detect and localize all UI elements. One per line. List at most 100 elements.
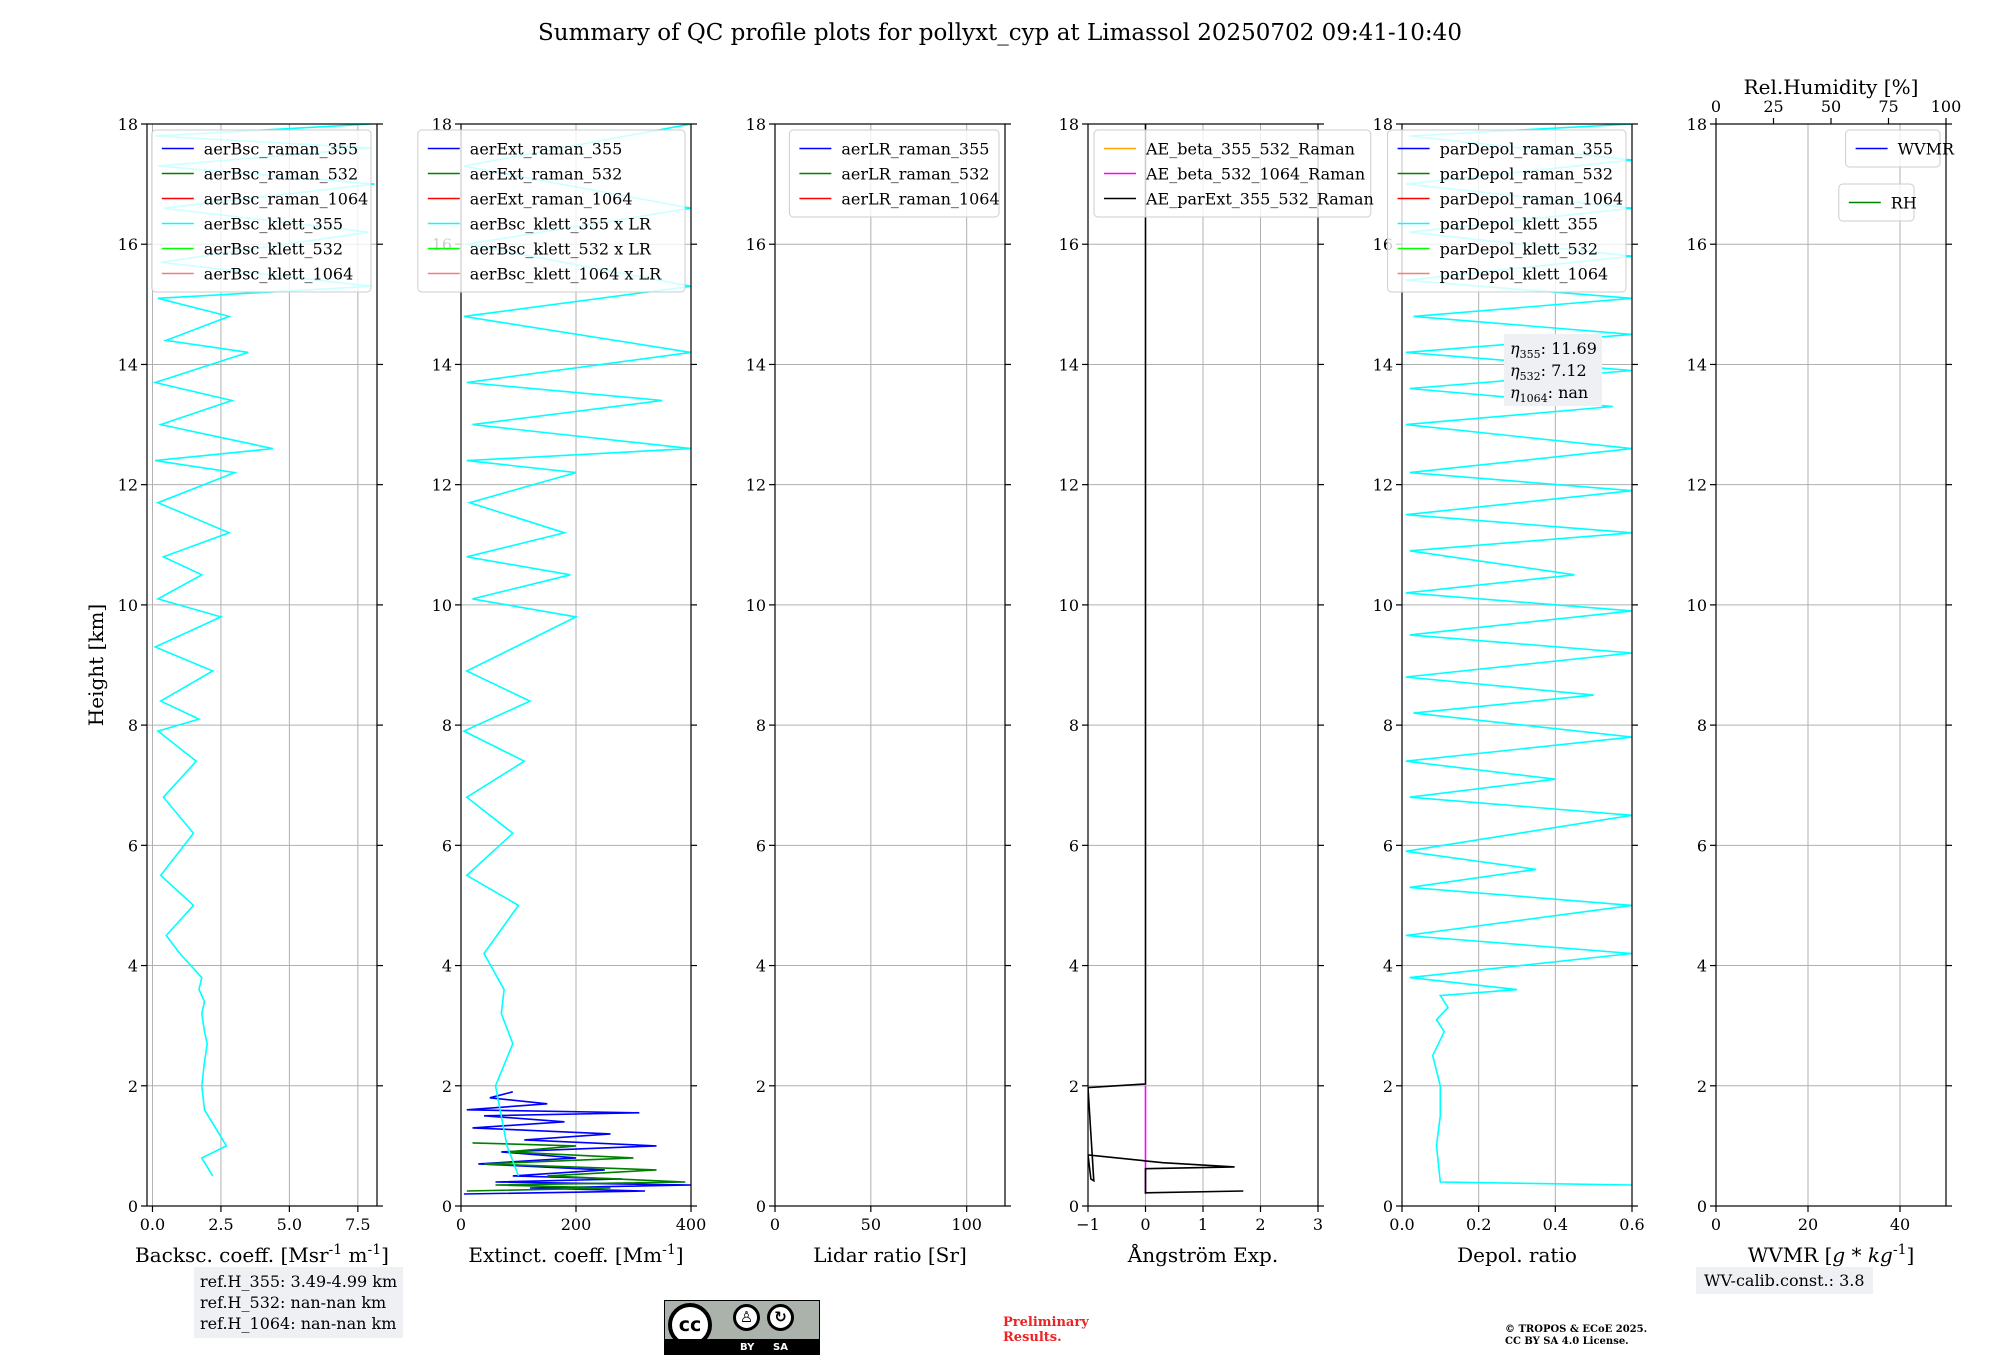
x-tick-label: 0.0 xyxy=(1389,1215,1414,1234)
y-tick-label: 0 xyxy=(1697,1197,1707,1216)
y-tick-label: 10 xyxy=(746,596,766,615)
legend-label: aerLR_raman_532 xyxy=(841,165,989,184)
y-tick-label: 4 xyxy=(1069,957,1079,976)
legend-label: aerBsc_raman_532 xyxy=(204,165,358,184)
legend-label: AE_beta_355_532_Raman xyxy=(1145,140,1355,159)
y-tick-label: 2 xyxy=(442,1077,452,1096)
x-axis-label: Backsc. coeff. [Msr-1 m-1] xyxy=(135,1242,389,1267)
series-line-AE_parExt_355_532_Raman xyxy=(1088,124,1244,1194)
y-tick-label: 8 xyxy=(1383,716,1393,735)
legend-label: aerLR_raman_1064 xyxy=(841,190,999,209)
axes-frame xyxy=(146,123,378,1207)
legend-label: aerBsc_klett_1064 xyxy=(204,265,353,284)
x-tick-label: 0 xyxy=(1140,1215,1150,1234)
x-axis-label: Depol. ratio xyxy=(1457,1243,1577,1267)
x-tick-label: 200 xyxy=(561,1215,592,1234)
y-tick-label: 18 xyxy=(1373,115,1393,134)
y-tick-label: 4 xyxy=(756,957,766,976)
series-group xyxy=(1405,124,1632,1186)
y-tick-label: 12 xyxy=(1059,476,1079,495)
legend-label: parDepol_raman_1064 xyxy=(1440,190,1624,209)
attribution-person-icon: ♙ xyxy=(733,1304,760,1331)
legend-frame xyxy=(151,129,372,293)
y-tick-label: 12 xyxy=(432,476,452,495)
x2-axis-label: Rel.Humidity [%] xyxy=(1744,75,1919,99)
x-tick-label: 5.0 xyxy=(277,1215,302,1234)
axes-frame xyxy=(774,123,1006,1207)
y-tick-label: 4 xyxy=(128,957,138,976)
legend-label: aerExt_raman_532 xyxy=(470,165,623,184)
legend-label: aerBsc_klett_532 x LR xyxy=(470,240,652,259)
legend-frame xyxy=(1093,129,1372,218)
x-tick-label: 0 xyxy=(456,1215,466,1234)
legend: parDepol_raman_355 parDepol_raman_532 parD… xyxy=(1387,129,1627,293)
reference-height-box: ref.H_355: 3.49-4.99 km ref.H_532: nan-n… xyxy=(194,1267,404,1338)
legend-label: aerExt_raman_355 xyxy=(470,140,623,159)
y-tick-label: 10 xyxy=(1373,596,1393,615)
copyright-note: © TROPOS & ECoE 2025. CC BY SA 4.0 Licen… xyxy=(1505,1324,1647,1348)
y-tick-label: 16 xyxy=(118,235,138,254)
y-tick-label: 12 xyxy=(1373,476,1393,495)
annotation-line: η355: 11.69 xyxy=(1510,339,1597,361)
x-tick-label: 7.5 xyxy=(345,1215,370,1234)
x2-tick-label: 0 xyxy=(1711,97,1721,116)
legend-label: parDepol_raman_532 xyxy=(1440,165,1613,184)
y-tick-label: 10 xyxy=(1059,596,1079,615)
y-tick-label: 2 xyxy=(1069,1077,1079,1096)
legend: aerExt_raman_355 aerExt_raman_532 aerExt_r… xyxy=(417,129,686,293)
wv-calibration-box: WV-calib.const.: 3.8 xyxy=(1696,1267,1873,1294)
y-tick-label: 6 xyxy=(1383,836,1393,855)
legend-label: aerBsc_klett_355 xyxy=(204,215,343,234)
series-line-aerExt_raman_532 xyxy=(466,1142,686,1192)
x-tick-label: 1 xyxy=(1198,1215,1208,1234)
series-line-aerBsc_klett_355 x LR xyxy=(462,124,691,1177)
axes-frame xyxy=(1401,123,1633,1207)
y-tick-label: 18 xyxy=(432,115,452,134)
x-tick-label: 0.2 xyxy=(1466,1215,1491,1234)
y-tick-label: 12 xyxy=(746,476,766,495)
y-tick-label: 0 xyxy=(756,1197,766,1216)
y-tick-label: 0 xyxy=(1069,1197,1079,1216)
preliminary-line-1: Preliminary xyxy=(1003,1315,1089,1330)
y-tick-label: 16 xyxy=(746,235,766,254)
y-axis-label: Height [km] xyxy=(84,604,108,726)
y-tick-label: 8 xyxy=(756,716,766,735)
y-tick-label: 2 xyxy=(1697,1077,1707,1096)
y-tick-label: 14 xyxy=(118,355,138,374)
panel-lr: 0 2 4 6 8 10 12 14 16 18 0 50 100 Lidar ratio [Sr] aer… xyxy=(746,115,1011,1267)
ref-height-355: ref.H_355: 3.49-4.99 km xyxy=(200,1272,398,1291)
x-tick-label: 3 xyxy=(1313,1215,1323,1234)
y-tick-label: 10 xyxy=(432,596,452,615)
x-tick-label: 2.5 xyxy=(208,1215,233,1234)
legend-frame xyxy=(788,129,1000,218)
legend-label: aerBsc_raman_1064 xyxy=(204,190,369,209)
series-group xyxy=(462,124,691,1195)
x-tick-label: 40 xyxy=(1890,1215,1910,1234)
x-axis-label: WVMR [g * kg-1] xyxy=(1748,1242,1915,1267)
y-tick-label: 8 xyxy=(128,716,138,735)
license-sa-label: SA xyxy=(773,1342,788,1353)
legend-label: parDepol_klett_532 xyxy=(1440,240,1598,259)
x-tick-label: 2 xyxy=(1255,1215,1265,1234)
y-tick-label: 0 xyxy=(1383,1197,1393,1216)
legend-frame xyxy=(1387,129,1627,293)
preliminary-results-note: Preliminary Results. xyxy=(1003,1315,1089,1345)
cc-by-sa-license-badge: cc ♙ ↻ BY SA xyxy=(664,1300,820,1355)
legend-label: AE_beta_532_1064_Raman xyxy=(1145,165,1365,184)
x-tick-label: 0.6 xyxy=(1619,1215,1644,1234)
legend: AE_beta_355_532_Raman AE_beta_532_1064_Ra… xyxy=(1093,129,1374,218)
x-tick-label: 100 xyxy=(951,1215,982,1234)
legend: WVMR xyxy=(1845,129,1955,168)
y-tick-label: 10 xyxy=(1687,596,1707,615)
y-tick-label: 2 xyxy=(756,1077,766,1096)
series-group xyxy=(1088,124,1244,1194)
annotation-box xyxy=(1504,334,1602,406)
x-tick-label: 0 xyxy=(770,1215,780,1234)
legend-frame xyxy=(417,129,686,293)
legend: aerLR_raman_355 aerLR_raman_532 aerLR_rama… xyxy=(788,129,1000,218)
legend-label: aerExt_raman_1064 xyxy=(470,190,633,209)
share-alike-icon: ↻ xyxy=(767,1304,794,1331)
ref-height-532: ref.H_532: nan-nan km xyxy=(200,1293,387,1312)
